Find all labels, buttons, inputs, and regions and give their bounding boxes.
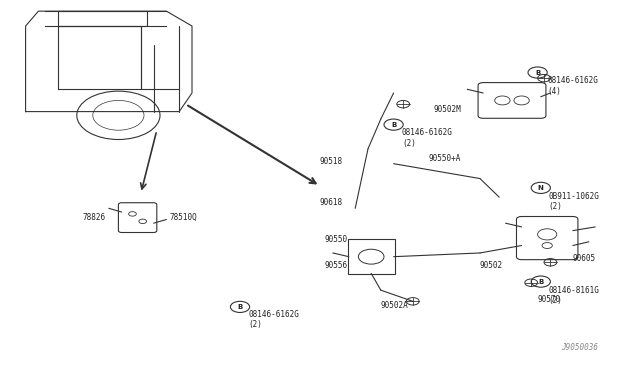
Text: 90502M: 90502M <box>433 105 461 114</box>
Text: B: B <box>538 279 543 285</box>
Text: 90618: 90618 <box>319 198 342 207</box>
FancyBboxPatch shape <box>516 217 578 260</box>
Text: 90502A: 90502A <box>381 301 408 310</box>
FancyBboxPatch shape <box>478 83 546 118</box>
Text: 08146-6162G
(2): 08146-6162G (2) <box>402 128 452 148</box>
Text: 90518: 90518 <box>319 157 342 166</box>
Text: B: B <box>535 70 540 76</box>
Text: 90550: 90550 <box>324 235 348 244</box>
Text: 90605: 90605 <box>573 254 596 263</box>
Text: 78510Q: 78510Q <box>170 213 197 222</box>
Text: 78826: 78826 <box>83 213 106 222</box>
FancyBboxPatch shape <box>348 239 395 274</box>
Text: 08146-8161G
(2): 08146-8161G (2) <box>548 286 599 305</box>
Text: N: N <box>538 185 544 191</box>
Text: J9050036: J9050036 <box>561 343 598 352</box>
Text: B: B <box>391 122 396 128</box>
Text: 90556: 90556 <box>324 262 348 270</box>
Text: 08146-6162G
(4): 08146-6162G (4) <box>547 76 598 96</box>
Text: 90550+A: 90550+A <box>428 154 461 163</box>
Text: 08146-6162G
(2): 08146-6162G (2) <box>248 310 299 329</box>
Text: 0B911-1062G
(2): 0B911-1062G (2) <box>548 192 599 211</box>
FancyBboxPatch shape <box>118 203 157 232</box>
Text: 90502: 90502 <box>479 262 502 270</box>
Text: 90570: 90570 <box>538 295 561 304</box>
Text: B: B <box>237 304 243 310</box>
